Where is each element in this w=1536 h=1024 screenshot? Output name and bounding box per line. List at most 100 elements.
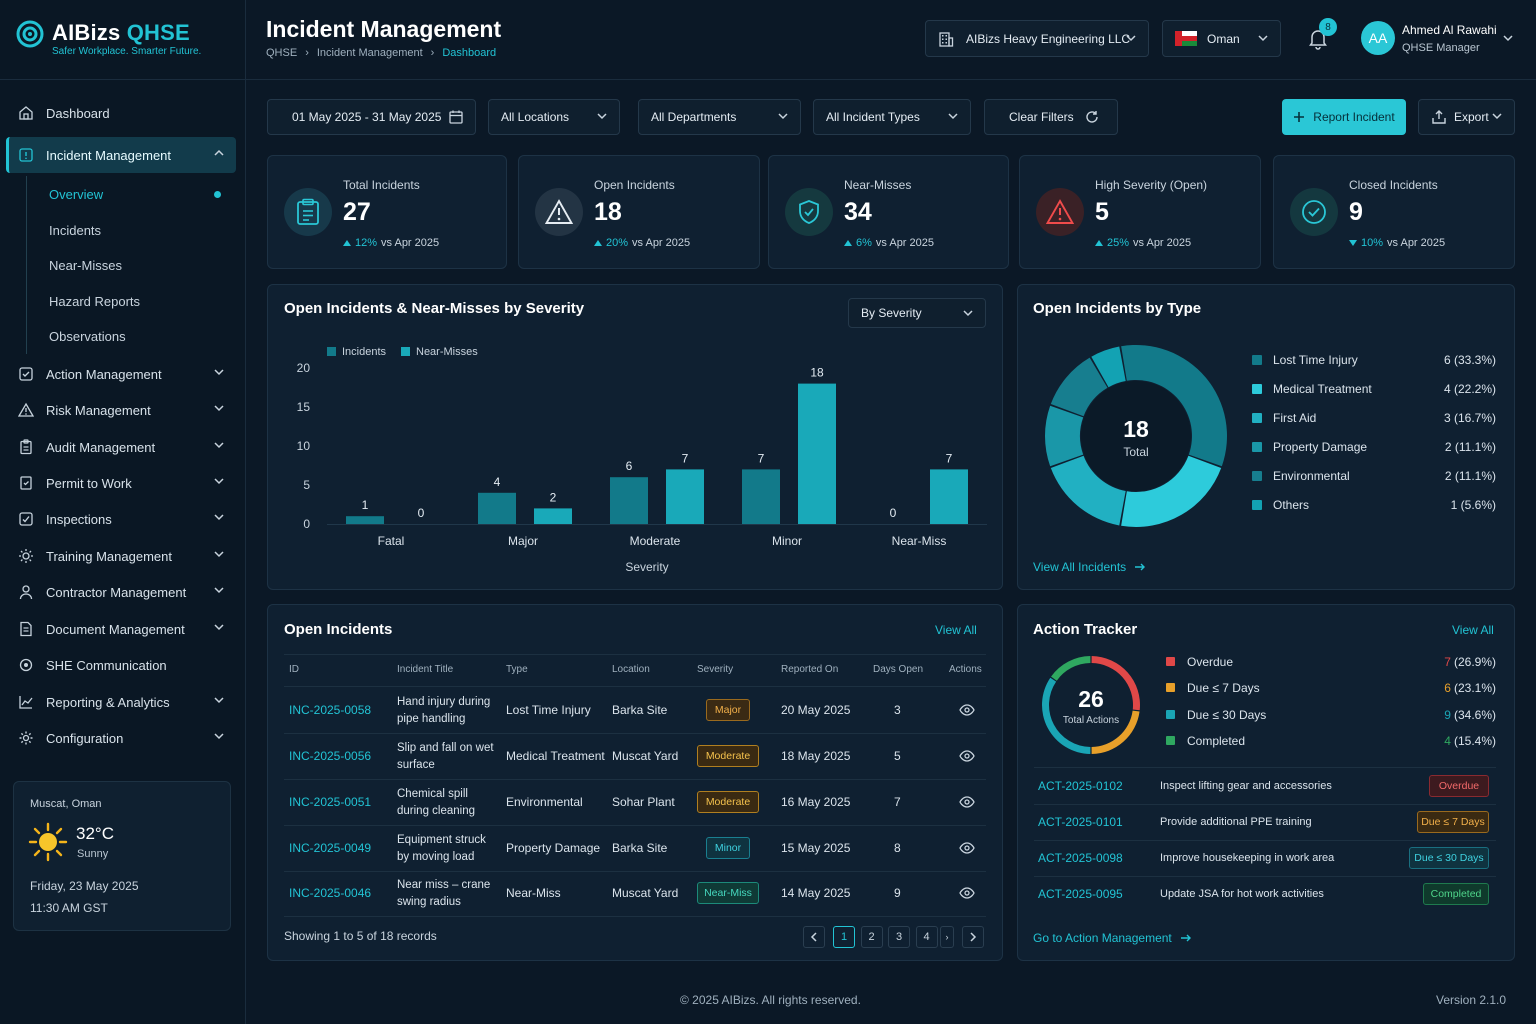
incident-id-link[interactable]: INC-2025-0049 — [289, 841, 372, 855]
department-filter[interactable]: All Departments — [638, 99, 801, 135]
kpi-card-open-incidents[interactable]: Open Incidents 18 20% vs Apr 2025 — [518, 155, 760, 269]
bar-near-misses-near-miss[interactable] — [930, 469, 968, 524]
legend-value: 7 (26.9%) — [1444, 655, 1496, 669]
sidebar-item-incident-management[interactable]: Incident Management — [6, 137, 236, 173]
submenu-item-near-misses[interactable]: Near-Misses — [49, 258, 122, 273]
sidebar-item-inspections[interactable]: Inspections — [6, 501, 236, 537]
action-id-link[interactable]: ACT-2025-0095 — [1038, 887, 1123, 901]
kpi-card-high-severity-open[interactable]: High Severity (Open) 5 25% vs Apr 2025 — [1019, 155, 1261, 269]
eye-icon[interactable] — [959, 887, 975, 899]
sidebar-item-she-communication[interactable]: SHE Communication — [6, 647, 236, 683]
export-label: Export — [1454, 110, 1489, 124]
sidebar-item-risk-management[interactable]: Risk Management — [6, 392, 236, 428]
bar-incidents-fatal[interactable] — [346, 516, 384, 524]
kpi-card-closed-incidents[interactable]: Closed Incidents 9 10% vs Apr 2025 — [1273, 155, 1515, 269]
sidebar-item-label: SHE Communication — [46, 657, 167, 673]
view-all-incidents-link[interactable]: View All Incidents — [1033, 560, 1146, 574]
clipboard-icon — [284, 188, 332, 236]
type-slice-first-aid[interactable] — [1050, 455, 1126, 526]
bar-incidents-major[interactable] — [478, 492, 516, 524]
bar-near-misses-major[interactable] — [534, 508, 572, 524]
sidebar-item-document-management[interactable]: Document Management — [6, 611, 236, 647]
next-page-small-button[interactable]: › — [940, 926, 954, 948]
submenu-item-incidents[interactable]: Incidents — [49, 223, 102, 238]
action-slice-overdue[interactable] — [1091, 656, 1140, 711]
incidents-view-all-link[interactable]: View All — [935, 623, 977, 637]
report-incident-button[interactable]: Report Incident — [1282, 99, 1406, 135]
sidebar-item-permit-to-work[interactable]: Permit to Work — [6, 465, 236, 501]
company-selector[interactable]: AIBizs Heavy Engineering LLC — [925, 20, 1149, 57]
kpi-card-total-incidents[interactable]: Total Incidents 27 12% vs Apr 2025 — [267, 155, 507, 269]
type-slice-lost-time-injury[interactable] — [1121, 345, 1227, 467]
location-filter[interactable]: All Locations — [488, 99, 620, 135]
incident-id-link[interactable]: INC-2025-0046 — [289, 886, 372, 900]
bar-near-misses-moderate[interactable] — [666, 469, 704, 524]
x-tick-label: Moderate — [630, 534, 681, 548]
incident-id-link[interactable]: INC-2025-0056 — [289, 749, 372, 763]
sidebar-item-audit-management[interactable]: Audit Management — [6, 429, 236, 465]
action-divider — [1034, 876, 1496, 877]
action-status-badge: Overdue — [1429, 775, 1489, 797]
kpi-card-near-misses[interactable]: Near-Misses 34 6% vs Apr 2025 — [768, 155, 1009, 269]
avatar[interactable]: AA — [1361, 21, 1395, 55]
action-description: Improve housekeeping in work area — [1160, 852, 1335, 864]
type-slice-others[interactable] — [1091, 346, 1126, 388]
page-button[interactable]: 2 — [860, 926, 883, 948]
chevron-down-icon — [214, 441, 224, 449]
kpi-change-pct: 20% — [606, 237, 629, 249]
type-slice-environmental[interactable] — [1050, 357, 1108, 417]
page-button[interactable]: 4 — [915, 926, 938, 948]
bar-incidents-moderate[interactable] — [610, 477, 648, 524]
action-slice-completed[interactable] — [1051, 656, 1091, 681]
incident-id-link[interactable]: INC-2025-0058 — [289, 703, 372, 717]
action-id-link[interactable]: ACT-2025-0098 — [1038, 851, 1123, 865]
chevron-down-icon[interactable] — [1503, 34, 1513, 42]
page-button[interactable]: 3 — [888, 926, 910, 948]
incident-id-link[interactable]: INC-2025-0051 — [289, 795, 372, 809]
type-slice-property-damage[interactable] — [1045, 405, 1084, 467]
breadcrumb-item[interactable]: Incident Management — [316, 47, 423, 59]
country-selector[interactable]: Oman — [1162, 20, 1281, 57]
bar-near-misses-minor[interactable] — [798, 383, 836, 524]
export-button[interactable]: Export — [1418, 99, 1515, 135]
action-slice-due-7-days[interactable] — [1091, 710, 1140, 754]
eye-icon[interactable] — [959, 796, 975, 808]
type-slice-medical-treatment[interactable] — [1121, 455, 1222, 527]
eye-icon[interactable] — [959, 704, 975, 716]
sidebar-item-reporting-analytics[interactable]: Reporting & Analytics — [6, 684, 236, 720]
next-page-button[interactable] — [962, 926, 984, 948]
legend-pct: (26.9%) — [1453, 655, 1496, 669]
eye-icon[interactable] — [959, 750, 975, 762]
bar-incidents-minor[interactable] — [742, 469, 780, 524]
incident-type: Near-Miss — [506, 886, 561, 900]
actions-view-all-link[interactable]: View All — [1452, 623, 1494, 637]
go-to-action-management-link[interactable]: Go to Action Management — [1033, 931, 1192, 945]
prev-page-button[interactable] — [803, 926, 825, 948]
page-button[interactable]: 1 — [833, 926, 855, 948]
sidebar-item-configuration[interactable]: Configuration — [6, 720, 236, 756]
severity-group-dropdown[interactable]: By Severity — [848, 298, 986, 328]
submenu-item-observations[interactable]: Observations — [49, 329, 126, 344]
breadcrumb-item[interactable]: QHSE — [266, 47, 298, 59]
incident-type-filter[interactable]: All Incident Types — [813, 99, 971, 135]
date-range-picker[interactable]: 01 May 2025 - 31 May 2025 — [267, 99, 476, 135]
sidebar-item-training-management[interactable]: Training Management — [6, 538, 236, 574]
row-divider — [284, 871, 986, 872]
clear-filters-button[interactable]: Clear Filters — [984, 99, 1118, 135]
sidebar-item-action-management[interactable]: Action Management — [6, 356, 236, 392]
bar-value-label: 7 — [758, 451, 765, 465]
action-legend-item: Due ≤ 7 Days 6 (23.1%) — [1166, 680, 1496, 696]
action-slice-due-30-days[interactable] — [1042, 677, 1091, 754]
action-id-link[interactable]: ACT-2025-0101 — [1038, 815, 1123, 829]
incident-location: Muscat Yard — [612, 886, 679, 900]
type-donut-chart: 18 Total — [1045, 345, 1227, 527]
action-id-link[interactable]: ACT-2025-0102 — [1038, 779, 1123, 793]
bar-value-label: 0 — [890, 506, 897, 520]
sidebar-item-contractor-management[interactable]: Contractor Management — [6, 574, 236, 610]
eye-icon[interactable] — [959, 842, 975, 854]
incident-location: Barka Site — [612, 841, 668, 855]
submenu-item-overview[interactable]: Overview — [49, 187, 104, 202]
user-name[interactable]: Ahmed Al Rawahi — [1402, 23, 1497, 37]
submenu-item-hazard-reports[interactable]: Hazard Reports — [49, 294, 141, 309]
sidebar-item-dashboard[interactable]: Dashboard — [6, 95, 236, 131]
